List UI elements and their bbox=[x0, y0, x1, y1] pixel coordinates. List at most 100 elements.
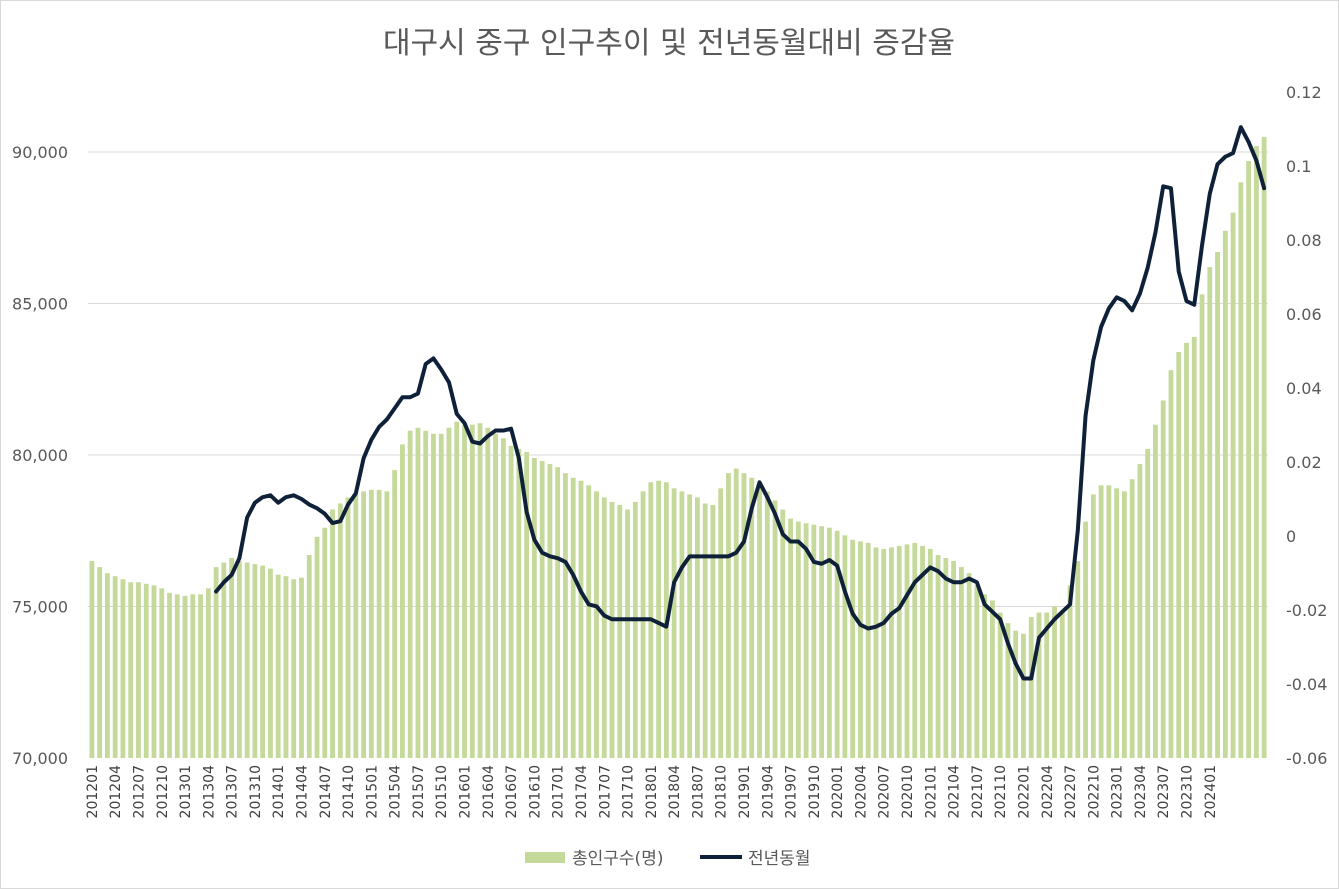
legend-line-label: 전년동월 bbox=[748, 849, 811, 869]
population-bar bbox=[632, 501, 638, 758]
x-axis-tick-label: 201801 bbox=[644, 765, 660, 818]
population-bar bbox=[516, 448, 522, 758]
population-bar bbox=[850, 539, 856, 758]
population-bar bbox=[1083, 521, 1088, 758]
x-axis-tick-label: 202210 bbox=[1086, 765, 1102, 818]
population-bar bbox=[625, 509, 630, 758]
population-bar bbox=[974, 585, 980, 758]
population-bar bbox=[1199, 294, 1205, 758]
population-bar bbox=[1067, 585, 1073, 758]
population-bar bbox=[943, 558, 949, 758]
population-bar bbox=[1036, 612, 1042, 758]
population-bar bbox=[718, 488, 724, 758]
population-bar bbox=[741, 473, 747, 758]
population-bar bbox=[454, 421, 460, 758]
population-bar bbox=[586, 485, 592, 758]
population-bar bbox=[834, 530, 840, 758]
population-bar bbox=[120, 579, 126, 758]
population-bar bbox=[1215, 251, 1220, 759]
right-axis-tick-label: 0.12 bbox=[1286, 83, 1322, 102]
population-bar bbox=[780, 509, 786, 758]
left-axis-tick-label: 80,000 bbox=[12, 446, 68, 465]
population-bar bbox=[640, 491, 646, 758]
population-bar bbox=[679, 491, 685, 758]
population-bar bbox=[819, 526, 825, 758]
x-axis-tick-label: 202010 bbox=[900, 765, 916, 818]
population-bar bbox=[361, 491, 366, 758]
population-bar bbox=[167, 592, 172, 758]
population-bar bbox=[151, 585, 157, 758]
population-bar bbox=[337, 503, 343, 758]
x-axis-tick-label: 201804 bbox=[667, 765, 683, 819]
population-bar bbox=[710, 505, 716, 758]
population-bar bbox=[291, 579, 297, 758]
population-bar bbox=[384, 491, 390, 758]
population-bar bbox=[733, 468, 739, 758]
population-bar bbox=[803, 523, 809, 758]
x-axis-ticks: 201201 201204 201207 201210 201301 201304 2013… bbox=[85, 765, 1219, 819]
x-axis-tick-label: 202107 bbox=[970, 765, 986, 818]
x-axis-tick-label: 202307 bbox=[1156, 765, 1172, 818]
x-axis-tick-label: 201901 bbox=[737, 765, 753, 818]
population-bar bbox=[539, 461, 545, 758]
population-bar bbox=[477, 423, 483, 758]
x-axis-tick-label: 201707 bbox=[597, 765, 613, 818]
population-bar bbox=[353, 494, 359, 758]
x-axis-tick-label: 201210 bbox=[155, 765, 171, 818]
population-bar bbox=[1184, 342, 1189, 758]
x-axis-tick-label: 201301 bbox=[178, 765, 194, 818]
population-bar bbox=[896, 545, 902, 758]
population-bar bbox=[1145, 448, 1151, 758]
population-bar bbox=[190, 594, 196, 758]
population-bar bbox=[951, 561, 956, 758]
x-axis-tick-label: 201407 bbox=[318, 765, 334, 818]
population-bar bbox=[570, 477, 576, 758]
population-bar bbox=[531, 458, 537, 758]
population-bar bbox=[500, 438, 506, 758]
population-bar bbox=[1261, 136, 1267, 759]
x-axis-tick-label: 201604 bbox=[481, 765, 497, 819]
population-bar bbox=[376, 489, 382, 758]
population-bar bbox=[314, 536, 320, 758]
population-bar bbox=[105, 573, 110, 758]
x-axis-tick-label: 202204 bbox=[1040, 765, 1056, 819]
population-bar bbox=[772, 500, 778, 758]
population-bar bbox=[563, 473, 568, 758]
population-bar bbox=[469, 424, 475, 758]
population-bar bbox=[268, 568, 273, 759]
population-bar bbox=[1059, 612, 1065, 758]
right-axis-tick-label: -0.06 bbox=[1286, 749, 1327, 768]
x-axis-tick-label: 202101 bbox=[923, 765, 939, 818]
population-bar bbox=[578, 480, 584, 758]
population-bar bbox=[1176, 351, 1182, 758]
population-bar bbox=[1114, 488, 1120, 758]
x-axis-tick-label: 201207 bbox=[131, 765, 147, 818]
population-bar bbox=[858, 541, 863, 758]
x-axis-tick-label: 201510 bbox=[434, 765, 450, 818]
population-bar bbox=[1005, 623, 1011, 758]
population-bar bbox=[1090, 494, 1096, 758]
population-bar bbox=[508, 445, 514, 758]
population-bar bbox=[671, 488, 677, 758]
x-axis-tick-label: 201907 bbox=[784, 765, 800, 818]
population-bar bbox=[702, 503, 708, 758]
population-bar bbox=[221, 562, 227, 758]
left-axis-tick-label: 85,000 bbox=[12, 295, 68, 314]
right-axis-tick-label: 0.1 bbox=[1286, 157, 1311, 176]
population-bar bbox=[143, 583, 149, 758]
population-bar bbox=[927, 548, 933, 758]
population-bar bbox=[881, 548, 887, 758]
population-bar bbox=[1121, 491, 1127, 758]
population-bar bbox=[485, 427, 491, 758]
population-bar bbox=[1129, 479, 1135, 758]
x-axis-tick-label: 202310 bbox=[1179, 765, 1195, 818]
population-bar bbox=[795, 521, 801, 758]
x-axis-tick-label: 202304 bbox=[1133, 765, 1149, 819]
chart-title: 대구시 중구 인구추이 및 전년동월대비 증감율 bbox=[383, 26, 955, 61]
x-axis-tick-label: 202401 bbox=[1203, 765, 1219, 818]
population-bar bbox=[1153, 424, 1158, 758]
left-axis-ticks: 70,000 75,000 80,000 85,000 90,000 bbox=[12, 143, 68, 768]
population-bar bbox=[904, 544, 910, 758]
x-axis-tick-label: 201701 bbox=[551, 765, 567, 818]
